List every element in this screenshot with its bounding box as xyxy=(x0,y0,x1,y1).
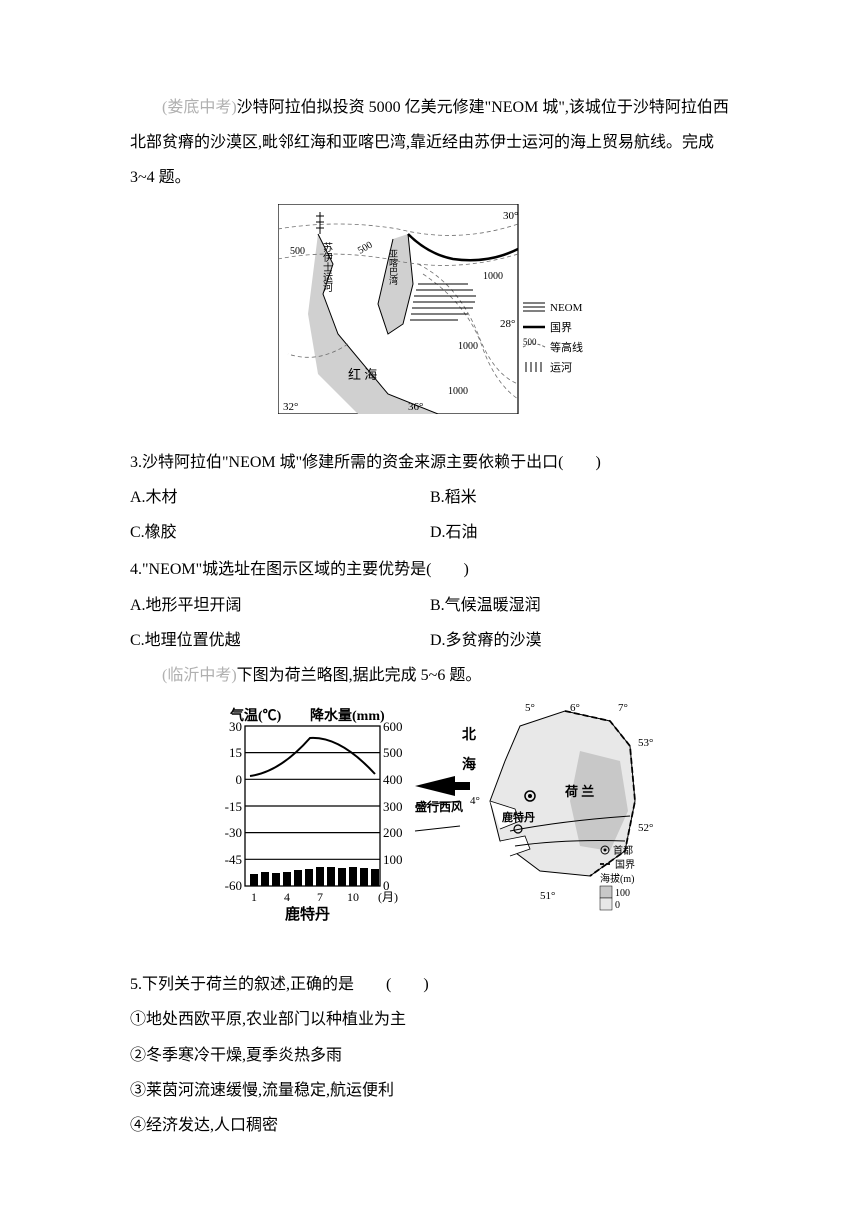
svg-text:51°: 51° xyxy=(540,890,555,902)
q4-options: A.地形平坦开阔 B.气候温暖湿润 C.地理位置优越 D.多贫瘠的沙漠 xyxy=(130,588,730,658)
figure-1: 30° 28° 32° 36° 红 海 苏伊士运河 亚喀巴湾 500 500 1… xyxy=(130,204,730,427)
passage-2-text: 下图为荷兰略图,据此完成 5~6 题。 xyxy=(237,667,482,684)
svg-text:30: 30 xyxy=(229,719,242,734)
fig2-sea2: 海 xyxy=(462,756,476,773)
svg-text:0: 0 xyxy=(236,772,243,787)
fig1-sea-label: 红 海 xyxy=(348,367,377,382)
svg-text:15: 15 xyxy=(229,745,242,760)
q5-s3: ③莱茵河流速缓慢,流量稳定,航运便利 xyxy=(130,1073,730,1108)
fig1-leg-border: 国界 xyxy=(550,321,572,334)
svg-text:52°: 52° xyxy=(638,822,653,834)
svg-text:1: 1 xyxy=(251,890,257,904)
fig2-leg-elev: 海拔(m) xyxy=(600,872,634,885)
svg-text:4: 4 xyxy=(284,890,290,904)
svg-text:600: 600 xyxy=(383,719,403,734)
q3-stem: 3.沙特阿拉伯"NEOM 城"修建所需的资金来源主要依赖于出口( ) xyxy=(130,445,730,480)
fig1-lat-30: 30° xyxy=(503,210,518,222)
fig1-canal-label: 苏伊士运河 xyxy=(320,240,332,291)
q4-opt-d: D.多贫瘠的沙漠 xyxy=(430,623,730,658)
fig2-leg-capital: 首都 xyxy=(613,844,633,857)
fig1-c500a: 500 xyxy=(290,246,305,257)
fig1-lat-28: 28° xyxy=(500,318,515,330)
fig1-c1000a: 1000 xyxy=(458,341,478,352)
svg-text:100: 100 xyxy=(383,852,403,867)
fig2-leg-0: 0 xyxy=(615,900,620,911)
fig1-c1000b: 1000 xyxy=(483,271,503,282)
q4-opt-b: B.气候温暖湿润 xyxy=(430,588,730,623)
passage-2: (临沂中考)下图为荷兰略图,据此完成 5~6 题。 xyxy=(130,658,730,693)
svg-text:-45: -45 xyxy=(225,852,242,867)
svg-text:200: 200 xyxy=(383,825,403,840)
fig2-city: 鹿特丹 xyxy=(285,905,330,923)
passage-1: (娄底中考)沙特阿拉伯拟投资 5000 亿美元修建"NEOM 城",该城位于沙特… xyxy=(130,90,730,196)
svg-text:6°: 6° xyxy=(570,702,580,714)
fig2-country: 荷 兰 xyxy=(564,784,594,799)
figure-2: 气温(℃) 降水量(mm) 30 15 0 -15 -30 -45 -60 60… xyxy=(130,701,730,949)
passage-2-source: (临沂中考) xyxy=(162,667,237,684)
q5-s1: ①地处西欧平原,农业部门以种植业为主 xyxy=(130,1002,730,1037)
q3-options: A.木材 B.稻米 C.橡胶 D.石油 xyxy=(130,480,730,550)
svg-text:-15: -15 xyxy=(225,799,242,814)
svg-text:300: 300 xyxy=(383,799,403,814)
fig2-map-city: 鹿特丹 xyxy=(502,810,535,824)
q5-s2: ②冬季寒冷干燥,夏季炎热多雨 xyxy=(130,1038,730,1073)
q5-stem: 5.下列关于荷兰的叙述,正确的是 ( ) xyxy=(130,967,730,1002)
fig2-prec-label: 降水量(mm) xyxy=(310,707,385,724)
q4-opt-a: A.地形平坦开阔 xyxy=(130,588,430,623)
svg-text:500: 500 xyxy=(383,745,403,760)
q4-opt-c: C.地理位置优越 xyxy=(130,623,430,658)
svg-text:10: 10 xyxy=(347,890,359,904)
fig2-leg-border: 国界 xyxy=(615,859,635,871)
svg-text:7°: 7° xyxy=(618,702,628,714)
fig1-gulf-label: 亚喀巴湾 xyxy=(388,248,398,285)
q3-opt-c: C.橡胶 xyxy=(130,515,430,550)
svg-text:5°: 5° xyxy=(525,702,535,714)
q5-s4: ④经济发达,人口稠密 xyxy=(130,1108,730,1143)
svg-text:400: 400 xyxy=(383,772,403,787)
svg-text:4°: 4° xyxy=(470,795,480,807)
svg-text:53°: 53° xyxy=(638,737,653,749)
svg-text:(月): (月) xyxy=(378,890,398,904)
svg-text:-30: -30 xyxy=(225,825,242,840)
fig1-lon-36: 36° xyxy=(408,401,423,413)
fig2-wind: 盛行西风 xyxy=(415,799,463,814)
q4-stem: 4."NEOM"城选址在图示区域的主要优势是( ) xyxy=(130,552,730,587)
fig1-leg-contour: 等高线 xyxy=(550,340,583,354)
fig1-leg-contour-val: 500 xyxy=(523,337,537,347)
svg-text:7: 7 xyxy=(317,890,323,904)
q3-opt-d: D.石油 xyxy=(430,515,730,550)
q3-opt-b: B.稻米 xyxy=(430,480,730,515)
fig2-leg-100: 100 xyxy=(615,888,630,899)
fig2-sea: 北 xyxy=(462,727,476,743)
fig1-leg-neom: NEOM城 xyxy=(550,301,583,314)
q3-opt-a: A.木材 xyxy=(130,480,430,515)
svg-text:-60: -60 xyxy=(225,878,242,893)
fig1-c1000c: 1000 xyxy=(448,386,468,397)
passage-1-source: (娄底中考) xyxy=(162,99,237,116)
fig1-leg-canal: 运河 xyxy=(550,361,572,374)
fig1-lon-32: 32° xyxy=(283,401,298,413)
